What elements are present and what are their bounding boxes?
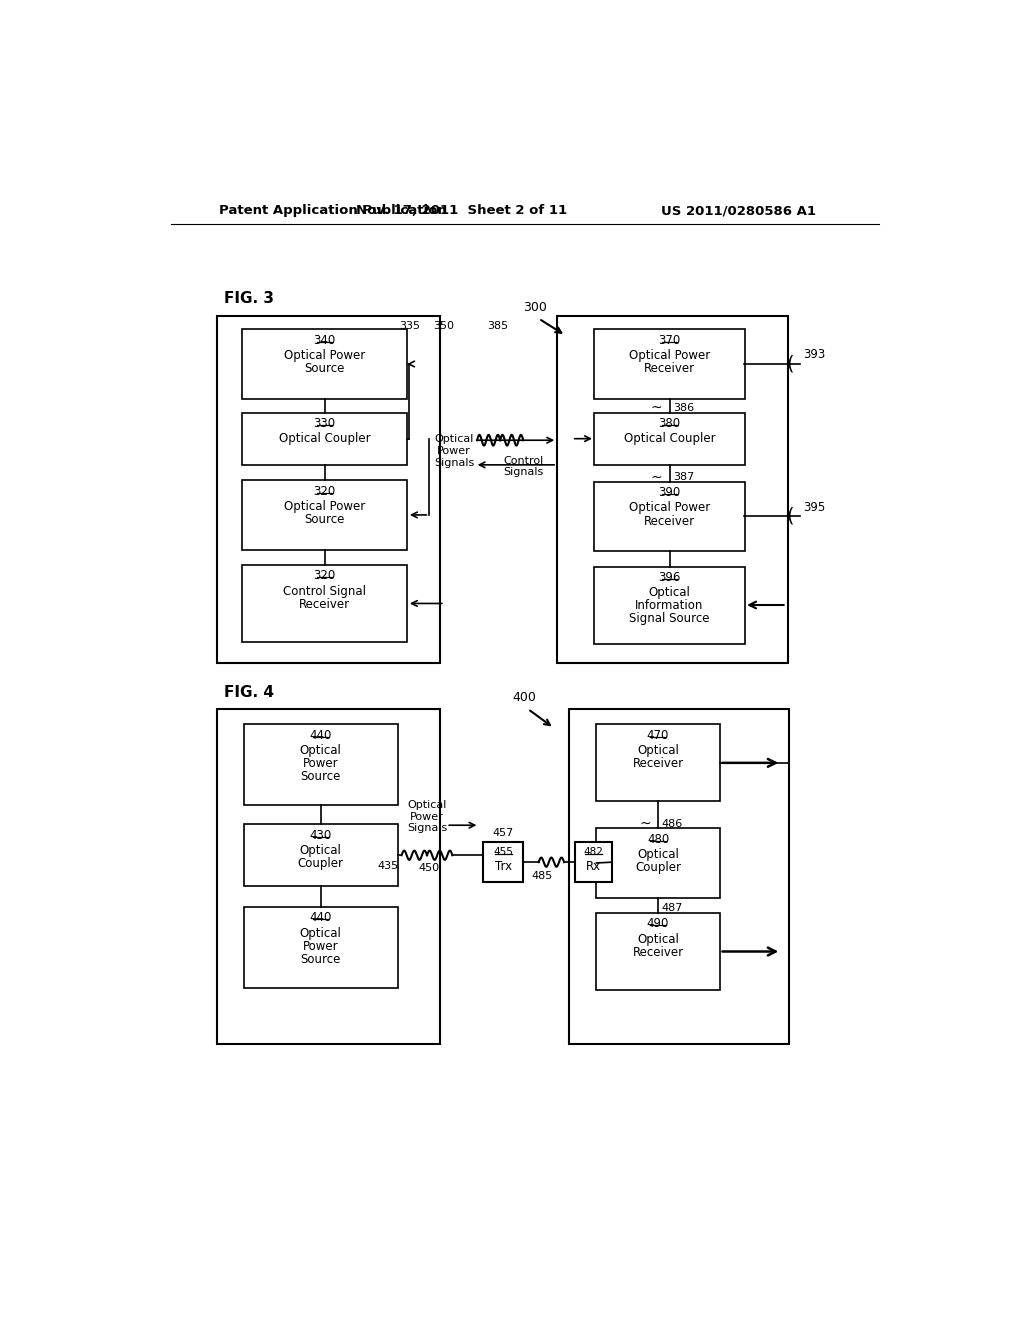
- Text: 387: 387: [674, 473, 694, 482]
- Text: (: (: [786, 355, 795, 374]
- Text: (: (: [786, 507, 795, 525]
- Text: Coupler: Coupler: [635, 861, 681, 874]
- Text: 457: 457: [493, 828, 514, 838]
- Text: Optical
Power
Signals: Optical Power Signals: [407, 800, 447, 833]
- Bar: [244, 725, 397, 805]
- Bar: [595, 482, 744, 552]
- Text: Source: Source: [301, 770, 341, 783]
- Text: 320: 320: [313, 484, 336, 498]
- Text: 335: 335: [398, 321, 420, 331]
- Bar: [242, 413, 408, 465]
- Text: FIG. 4: FIG. 4: [224, 685, 274, 700]
- Text: Optical
Power
Signals: Optical Power Signals: [434, 434, 474, 467]
- Text: 470: 470: [647, 729, 670, 742]
- Text: FIG. 3: FIG. 3: [224, 290, 274, 306]
- Bar: [244, 907, 397, 987]
- Bar: [574, 842, 611, 882]
- Text: 390: 390: [658, 486, 681, 499]
- Text: Optical Power: Optical Power: [629, 502, 711, 515]
- Text: 386: 386: [674, 403, 694, 413]
- Text: 482: 482: [584, 847, 603, 857]
- Text: 300: 300: [523, 301, 547, 314]
- Text: Optical: Optical: [637, 847, 679, 861]
- Text: 370: 370: [658, 334, 681, 347]
- Text: Optical: Optical: [637, 744, 679, 758]
- Text: Coupler: Coupler: [298, 857, 344, 870]
- Text: Source: Source: [301, 953, 341, 966]
- Bar: [595, 566, 744, 644]
- Bar: [244, 825, 397, 886]
- Text: Optical: Optical: [300, 843, 342, 857]
- Text: Optical: Optical: [300, 927, 342, 940]
- Text: 440: 440: [309, 911, 332, 924]
- Bar: [569, 709, 788, 1044]
- Text: 487: 487: [662, 903, 683, 913]
- Text: 450: 450: [418, 862, 439, 873]
- Text: 330: 330: [313, 417, 336, 430]
- Text: 350: 350: [433, 321, 455, 331]
- Text: 440: 440: [309, 729, 332, 742]
- Text: 385: 385: [487, 321, 508, 331]
- Text: 396: 396: [658, 570, 681, 583]
- Text: Power: Power: [303, 940, 339, 953]
- Text: Rx: Rx: [586, 861, 601, 874]
- Text: Optical Coupler: Optical Coupler: [279, 432, 371, 445]
- Text: 380: 380: [658, 417, 681, 430]
- Text: Optical Power: Optical Power: [284, 348, 366, 362]
- Text: Control Signal: Control Signal: [283, 585, 367, 598]
- Bar: [242, 480, 408, 549]
- Bar: [596, 725, 720, 801]
- Text: 490: 490: [647, 917, 670, 931]
- Text: Optical: Optical: [637, 933, 679, 945]
- Text: Optical Power: Optical Power: [629, 348, 711, 362]
- Text: 430: 430: [309, 829, 332, 842]
- Bar: [483, 842, 523, 882]
- Text: 486: 486: [662, 818, 683, 829]
- Text: Optical: Optical: [648, 586, 690, 599]
- Text: Control
Signals: Control Signals: [503, 455, 544, 478]
- Bar: [217, 709, 440, 1044]
- Text: Receiver: Receiver: [633, 945, 684, 958]
- Text: Source: Source: [304, 513, 345, 527]
- Text: 480: 480: [647, 833, 669, 846]
- Bar: [242, 565, 408, 642]
- Text: Power: Power: [303, 758, 339, 770]
- Text: Optical Coupler: Optical Coupler: [624, 432, 716, 445]
- Text: ~: ~: [650, 401, 663, 414]
- Text: 435: 435: [378, 861, 398, 871]
- Text: US 2011/0280586 A1: US 2011/0280586 A1: [662, 205, 816, 218]
- Text: 340: 340: [313, 334, 336, 347]
- Text: 395: 395: [803, 500, 825, 513]
- Bar: [596, 913, 720, 990]
- Text: 393: 393: [803, 348, 825, 362]
- Bar: [596, 829, 720, 898]
- Text: 455: 455: [494, 847, 513, 857]
- Text: ~: ~: [639, 817, 650, 830]
- Bar: [217, 317, 440, 663]
- Text: Signal Source: Signal Source: [630, 612, 710, 626]
- Text: Trx: Trx: [495, 861, 512, 874]
- Text: Patent Application Publication: Patent Application Publication: [219, 205, 446, 218]
- Text: 400: 400: [512, 690, 537, 704]
- Bar: [557, 317, 788, 663]
- Text: Nov. 17, 2011  Sheet 2 of 11: Nov. 17, 2011 Sheet 2 of 11: [356, 205, 567, 218]
- Text: Receiver: Receiver: [644, 515, 695, 528]
- Text: Receiver: Receiver: [633, 758, 684, 770]
- Text: Receiver: Receiver: [299, 598, 350, 611]
- Text: Information: Information: [635, 599, 703, 612]
- Text: Optical: Optical: [300, 744, 342, 758]
- Text: ~: ~: [650, 470, 663, 484]
- Text: Optical Power: Optical Power: [284, 500, 366, 513]
- Text: Receiver: Receiver: [644, 362, 695, 375]
- Text: 485: 485: [531, 871, 553, 880]
- Bar: [242, 330, 408, 399]
- Text: Source: Source: [304, 362, 345, 375]
- Text: 320: 320: [313, 569, 336, 582]
- Bar: [595, 330, 744, 399]
- Bar: [595, 413, 744, 465]
